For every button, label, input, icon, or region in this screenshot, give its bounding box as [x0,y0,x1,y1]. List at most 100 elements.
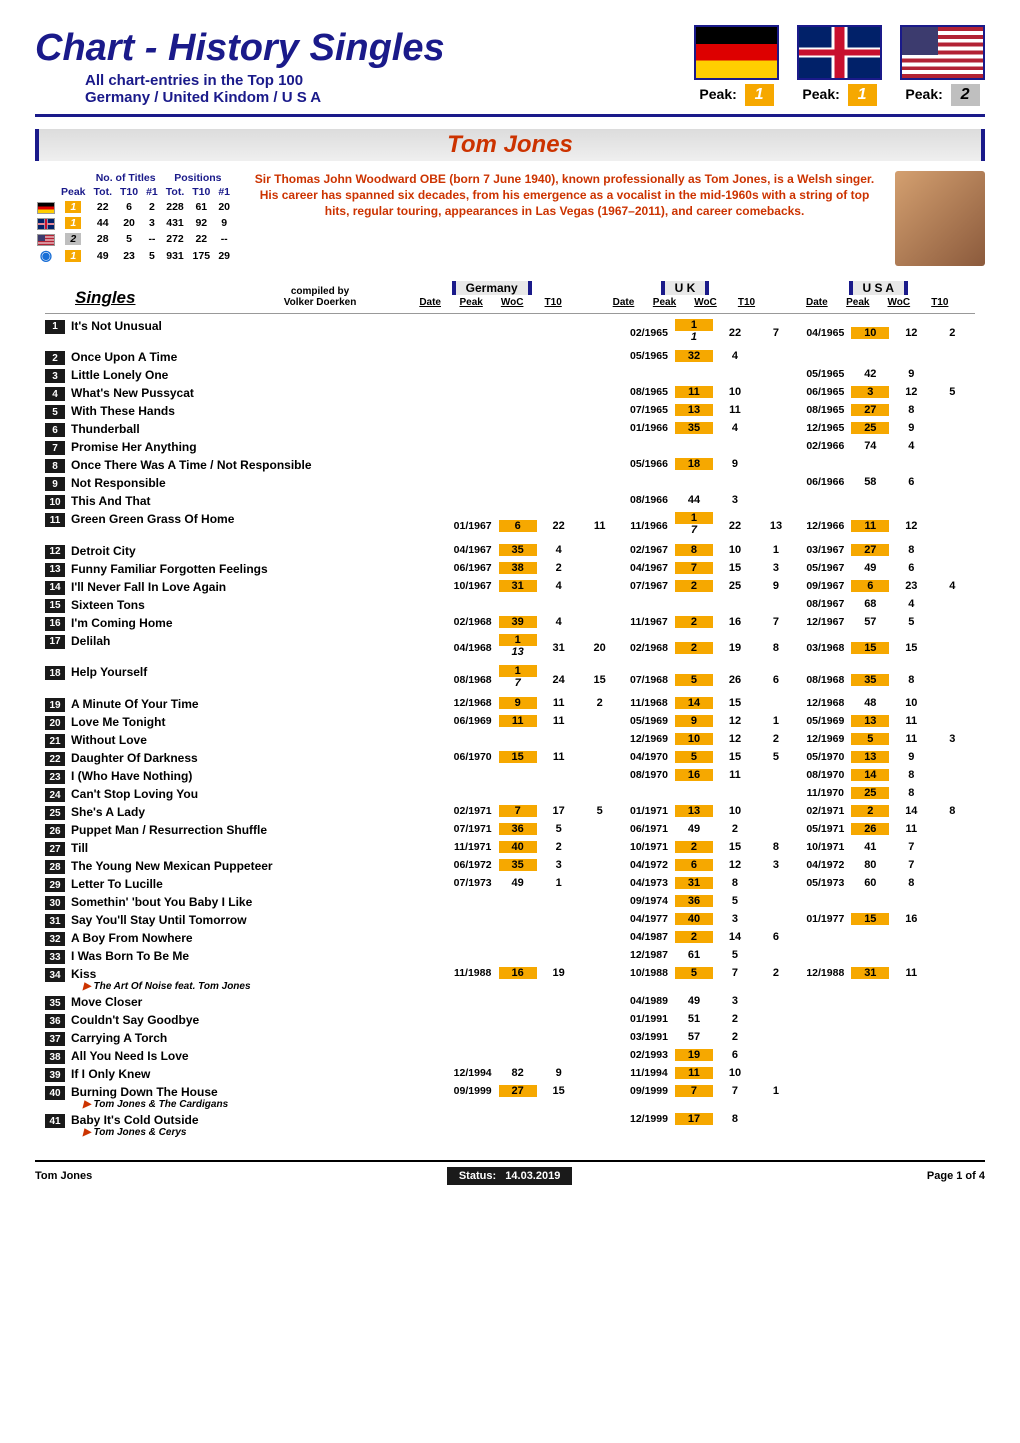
row-num: 21 [45,734,65,748]
title-block: Chart - History Singles All chart-entrie… [35,27,676,106]
compiled-by-name: Volker Doerken [245,297,395,308]
title-29: Letter To Lucille [71,877,446,891]
peak-de: Peak: 1 [699,84,773,106]
country-head-U S A: U S A [849,281,909,295]
title-41: Baby It's Cold Outside▶ Tom Jones & Cery… [71,1113,446,1138]
row-num: 31 [45,914,65,928]
row-num: 29 [45,878,65,892]
row-num: 5 [45,405,65,419]
compiled-by-label: compiled by [245,286,395,297]
row-num: 1 [45,320,65,334]
row-num: 2 [45,351,65,365]
title-32: A Boy From Nowhere [71,931,446,945]
row-num: 26 [45,824,65,838]
table-head: Singles compiled by Volker Doerken Germa… [35,281,985,310]
header: Chart - History Singles All chart-entrie… [35,25,985,117]
footer-artist: Tom Jones [35,1170,92,1182]
row-num: 32 [45,932,65,946]
title-2: Once Upon A Time [71,350,446,364]
status-box: Status: 14.03.2019 [447,1167,573,1185]
row-num: 39 [45,1068,65,1082]
row-num: 33 [45,950,65,964]
title-33: I Was Born To Be Me [71,949,446,963]
title-21: Without Love [71,733,446,747]
title-38: All You Need Is Love [71,1049,446,1063]
row-num: 12 [45,545,65,559]
title-9: Not Responsible [71,476,446,490]
title-31: Say You'll Stay Until Tomorrow [71,913,446,927]
row-num: 19 [45,698,65,712]
artist-photo [895,171,985,266]
bio-text: Sir Thomas John Woodward OBE (born 7 Jun… [234,171,895,220]
page-number: Page 1 of 4 [927,1170,985,1182]
flag-us [900,25,985,80]
row-num: 34 [45,968,65,982]
row-num: 28 [45,860,65,874]
title-25: She's A Lady [71,805,446,819]
row-num: 9 [45,477,65,491]
flag-uk [797,25,882,80]
title-1: It's Not Unusual [71,319,446,333]
title-40: Burning Down The House▶ Tom Jones & The … [71,1085,446,1110]
country-head-Germany: Germany [452,281,532,295]
row-num: 14 [45,581,65,595]
row-num: 30 [45,896,65,910]
country-heads: Germany DatePeakWoCT10U K DatePeakWoCT10… [395,281,975,308]
title-16: I'm Coming Home [71,616,446,630]
title-7: Promise Her Anything [71,440,446,454]
flag-de [694,25,779,80]
row-num: 20 [45,716,65,730]
subtitle-2: Germany / United Kindom / U S A [85,89,676,106]
title-4: What's New Pussycat [71,386,446,400]
row-num: 38 [45,1050,65,1064]
stats-hdr-positions: Positions [162,171,234,185]
row-num: 40 [45,1086,65,1100]
peak-uk: Peak: 1 [802,84,876,106]
row-num: 24 [45,788,65,802]
row-num: 11 [45,513,65,527]
singles-label: Singles [45,288,245,308]
row-num: 37 [45,1032,65,1046]
title-8: Once There Was A Time / Not Responsible [71,458,446,472]
title-6: Thunderball [71,422,446,436]
title-17: Delilah [71,634,446,648]
row-num: 8 [45,459,65,473]
title-13: Funny Familiar Forgotten Feelings [71,562,446,576]
title-37: Carrying A Torch [71,1031,446,1045]
row-num: 35 [45,996,65,1010]
data-rows: 1 It's Not Unusual 02/19651122704/196510… [35,317,985,1140]
title-24: Can't Stop Loving You [71,787,446,801]
title-26: Puppet Man / Resurrection Shuffle [71,823,446,837]
row-num: 10 [45,495,65,509]
title-14: I'll Never Fall In Love Again [71,580,446,594]
row-num: 4 [45,387,65,401]
row-num: 41 [45,1114,65,1128]
title-5: With These Hands [71,404,446,418]
title-30: Somethin' 'bout You Baby I Like [71,895,446,909]
title-22: Daughter Of Darkness [71,751,446,765]
title-35: Move Closer [71,995,446,1009]
title-36: Couldn't Say Goodbye [71,1013,446,1027]
row-num: 13 [45,563,65,577]
title-19: A Minute Of Your Time [71,697,446,711]
row-num: 18 [45,666,65,680]
row-num: 7 [45,441,65,455]
title-12: Detroit City [71,544,446,558]
row-num: 27 [45,842,65,856]
row-num: 22 [45,752,65,766]
row-num: 23 [45,770,65,784]
stats-table: No. of TitlesPositions PeakTot.T10#1Tot.… [35,171,234,264]
row-num: 3 [45,369,65,383]
country-head-U K: U K [661,281,710,295]
title-23: I (Who Have Nothing) [71,769,446,783]
flag-peaks: Peak: 1 Peak: 1 Peak: 2 [676,25,985,106]
row-num: 6 [45,423,65,437]
status-date: 14.03.2019 [505,1170,560,1182]
title-10: This And That [71,494,446,508]
compiled-by: compiled by Volker Doerken [245,286,395,308]
divider [45,313,975,314]
main-title: Chart - History Singles [35,27,676,70]
status-label: Status: [459,1170,496,1182]
title-34: Kiss▶ The Art Of Noise feat. Tom Jones [71,967,446,992]
title-11: Green Green Grass Of Home [71,512,446,526]
